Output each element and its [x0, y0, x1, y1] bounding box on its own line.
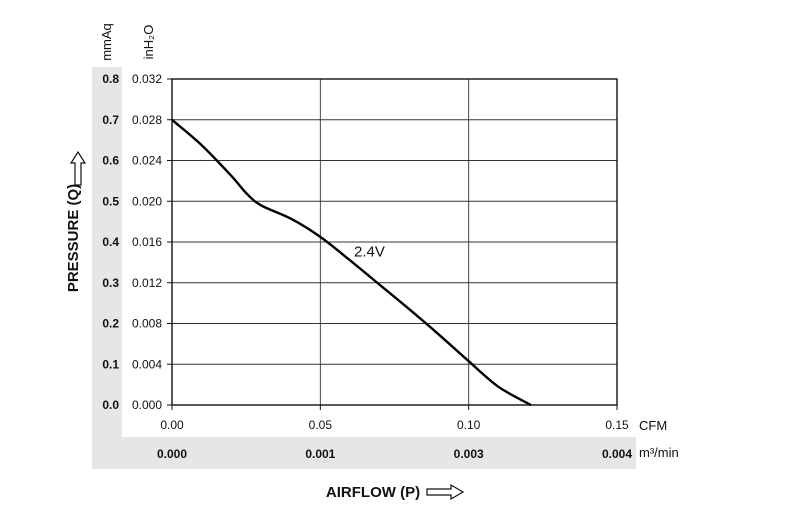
grid — [167, 78, 618, 410]
y-axis-title: PRESSURE (Q) — [65, 184, 82, 292]
plot-frame — [171, 78, 618, 406]
cmm-band — [92, 437, 636, 469]
x-tick-label: 0.05 — [309, 418, 333, 432]
y2-tick-label: 0.7 — [102, 113, 119, 127]
y2-tick-label: 0.3 — [102, 276, 119, 290]
y2-tick-label: 0.4 — [102, 235, 119, 249]
y-tick-label: 0.016 — [132, 235, 162, 249]
y-unit-inh2o: inH₂O — [141, 25, 156, 60]
y-tick-label: 0.020 — [132, 194, 162, 208]
x-tick-label: 0.00 — [160, 418, 184, 432]
series-layer: 2.4V — [171, 118, 532, 407]
x2-tick-label: 0.001 — [305, 447, 335, 461]
x-arrow-icon — [426, 483, 465, 501]
y-tick-label: 0.004 — [132, 357, 162, 371]
x2-tick-label: 0.000 — [157, 447, 187, 461]
y-tick-label: 0.028 — [132, 113, 162, 127]
y2-tick-label: 0.0 — [102, 398, 119, 412]
x2-tick-label: 0.004 — [602, 447, 632, 461]
series-label: 2.4V — [354, 243, 385, 260]
y2-tick-label: 0.6 — [102, 154, 119, 168]
y-tick-label: 0.012 — [132, 276, 162, 290]
y2-tick-label: 0.8 — [102, 72, 119, 86]
y-tick-label: 0.008 — [132, 317, 162, 331]
mmaq-band — [92, 67, 122, 469]
y-arrow-icon — [69, 150, 87, 186]
y2-tick-label: 0.2 — [102, 317, 119, 331]
series-line — [171, 118, 532, 407]
y2-tick-label: 0.5 — [102, 194, 119, 208]
x-tick-label: 0.10 — [457, 418, 481, 432]
x-tick-label: 0.15 — [605, 418, 629, 432]
x-unit-cfm: CFM — [639, 418, 667, 433]
y-unit-mmaq: mmAq — [99, 23, 114, 61]
x-unit-cmm: m³/min — [639, 445, 679, 460]
y-tick-label: 0.000 — [132, 398, 162, 412]
y2-tick-label: 0.1 — [102, 357, 119, 371]
y-tick-label: 0.032 — [132, 72, 162, 86]
x2-tick-label: 0.003 — [454, 447, 484, 461]
x-axis-title: AIRFLOW (P) — [326, 484, 420, 501]
tick-labels: 0.000 0.0 0.004 0.1 0.008 0.2 0.012 0.3 0.016 0.4… — [102, 72, 632, 461]
y-tick-label: 0.024 — [132, 154, 162, 168]
